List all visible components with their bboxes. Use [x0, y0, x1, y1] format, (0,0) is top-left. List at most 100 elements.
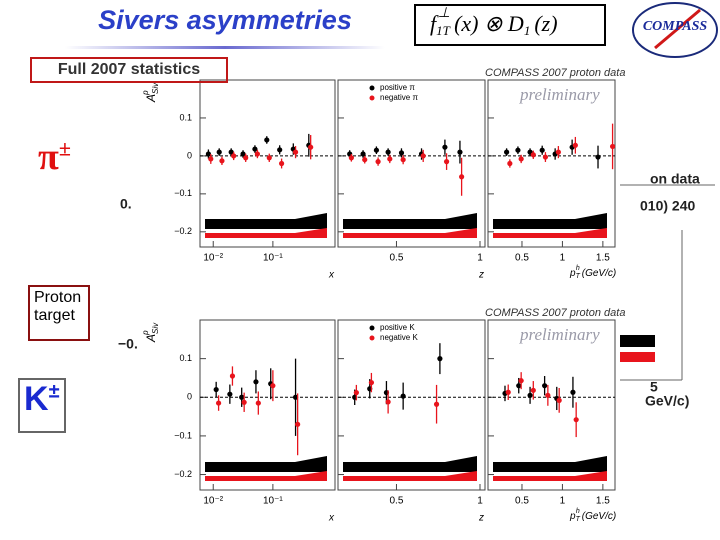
legend-marker — [369, 335, 375, 341]
data-point — [219, 158, 225, 164]
x-axis-label: x — [328, 513, 335, 524]
hidden-band — [615, 335, 655, 347]
data-point — [507, 160, 513, 167]
x-tick-label: 10⁻² — [203, 496, 223, 507]
syst-band — [493, 213, 607, 229]
data-point — [254, 151, 260, 157]
legend-label: negative π — [380, 93, 418, 102]
hidden-band — [615, 352, 655, 362]
y-label-sub: Siv — [151, 322, 160, 334]
data-point — [239, 394, 245, 400]
fragment: on data — [650, 171, 700, 187]
syst-band — [343, 471, 477, 481]
data-point — [518, 156, 524, 162]
slide-title: Sivers asymmetries — [98, 5, 352, 35]
data-point — [216, 149, 222, 155]
xl-sup: h — [576, 508, 580, 515]
data-point — [530, 152, 536, 158]
y-tick-label: −0.1 — [174, 188, 192, 198]
xl-main: p — [569, 268, 576, 279]
data-point — [595, 154, 601, 160]
data-point — [292, 149, 299, 155]
annotation: COMPASS 2007 proton data — [485, 67, 625, 79]
data-point — [555, 149, 561, 155]
y-label-sup: p — [141, 330, 150, 336]
panel-frame — [337, 79, 486, 248]
data-point — [556, 397, 562, 403]
data-point — [266, 155, 272, 161]
x-axis-label: z — [478, 270, 484, 281]
y-label-main: A — [144, 94, 158, 103]
formula-box — [414, 4, 606, 46]
data-point — [542, 383, 548, 389]
fragment: 5 — [650, 379, 658, 395]
plot-background — [140, 58, 620, 287]
annotation: preliminary — [519, 85, 600, 104]
x-tick-label: 1 — [560, 496, 566, 507]
data-point — [505, 389, 511, 395]
panel-frame — [487, 319, 616, 491]
kaon-label: K± — [18, 378, 66, 433]
data-point — [385, 399, 391, 405]
y-tick-label: 0 — [187, 392, 192, 402]
x-axis-label: x — [328, 270, 335, 281]
data-point — [459, 174, 465, 180]
y-tick-label: 0 — [187, 150, 192, 160]
syst-band — [205, 213, 327, 229]
syst-band — [205, 456, 327, 472]
x-tick-label: 1 — [477, 496, 483, 507]
data-point — [241, 399, 247, 405]
legend-marker — [369, 95, 375, 101]
data-point — [231, 153, 237, 159]
data-point — [515, 147, 521, 153]
syst-band — [493, 456, 607, 472]
data-point — [228, 149, 234, 155]
data-point — [573, 417, 579, 423]
data-point — [545, 392, 551, 398]
xl-sub: T — [576, 516, 581, 523]
data-point — [243, 155, 249, 161]
syst-band — [493, 471, 607, 481]
target-box: Proton target — [28, 285, 90, 341]
x-tick-label: 1.5 — [596, 253, 610, 264]
data-point — [277, 147, 283, 153]
fragment: −0. — [118, 336, 138, 352]
data-point — [504, 149, 510, 155]
x-axis-label: z — [478, 513, 484, 524]
data-point — [229, 373, 236, 379]
data-point — [437, 356, 443, 362]
plot-background — [140, 298, 620, 530]
data-point — [208, 156, 214, 162]
data-point — [518, 378, 524, 384]
data-point — [530, 387, 536, 393]
data-point — [308, 144, 314, 150]
legend-label: negative K — [380, 333, 418, 342]
data-point — [570, 389, 576, 395]
formula: f1T⊥ (x) ⊗ D1 (z) — [430, 6, 558, 38]
data-point — [443, 159, 450, 165]
data-point — [362, 157, 368, 163]
syst-band — [493, 228, 607, 238]
syst-band — [343, 213, 477, 229]
x-tick-label: 0.5 — [515, 496, 529, 507]
data-point — [420, 153, 426, 159]
syst-band — [343, 456, 477, 472]
data-point — [400, 157, 406, 163]
panel-frame — [199, 79, 336, 248]
fragment: GeV/c) — [645, 393, 689, 409]
y-axis-label: ASivp — [141, 322, 160, 343]
x-tick-label: 10⁻¹ — [263, 496, 283, 507]
hidden-plot — [615, 184, 715, 381]
data-point — [527, 392, 533, 398]
xl-unit: (GeV/c) — [582, 511, 616, 522]
xl-main: p — [569, 511, 576, 522]
y-tick-label: 0.1 — [179, 112, 192, 122]
data-point — [213, 386, 219, 393]
legend-marker — [369, 85, 375, 91]
x-tick-label: 1 — [477, 253, 483, 264]
data-point — [539, 147, 545, 153]
data-point — [433, 401, 440, 407]
data-point — [387, 156, 393, 162]
statistics-box: Full 2007 statistics — [30, 57, 228, 83]
data-point — [255, 400, 261, 406]
